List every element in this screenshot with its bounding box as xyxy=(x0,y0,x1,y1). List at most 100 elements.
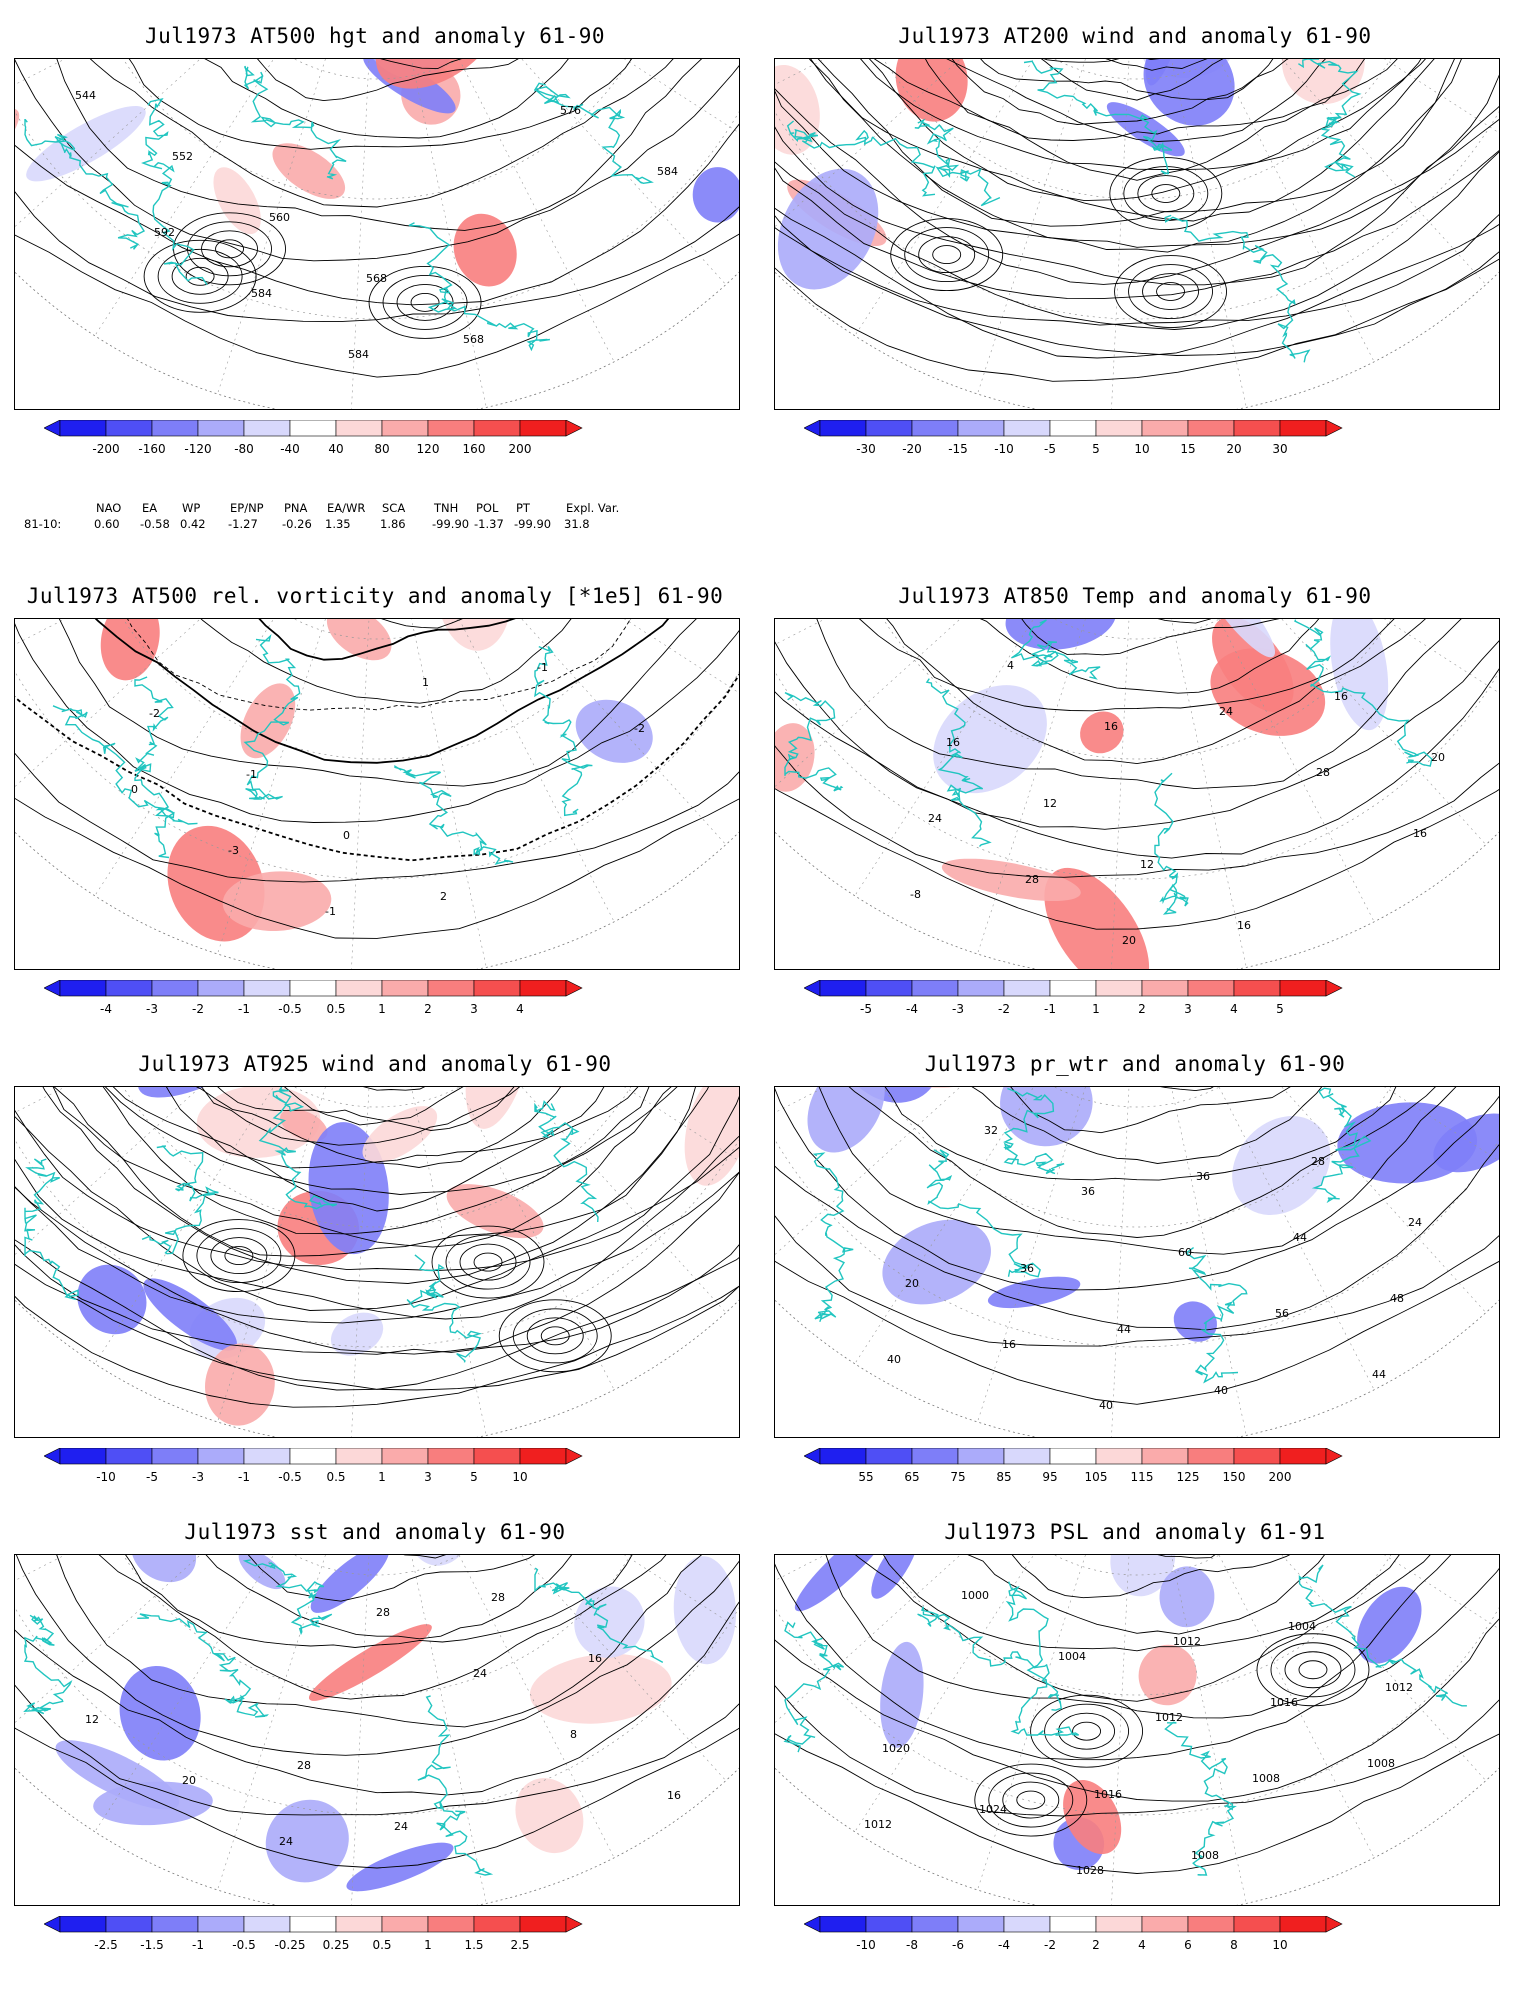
graticule-meridian xyxy=(521,1555,727,1781)
contour-label: 24 xyxy=(473,1667,487,1680)
contour-label: 12 xyxy=(85,1713,99,1726)
contour-label: 0 xyxy=(131,783,138,796)
contour-line xyxy=(15,752,739,883)
index-header: POL xyxy=(476,501,499,515)
contour-label: 1016 xyxy=(1094,1788,1122,1801)
graticule-latitude xyxy=(1053,59,1221,80)
contour-label: 20 xyxy=(182,1774,196,1787)
contour-label: -1 xyxy=(325,905,336,918)
closed-contour xyxy=(1156,282,1185,302)
anomaly-shading xyxy=(895,59,968,122)
contour-label: 44 xyxy=(1372,1368,1386,1381)
contour-line xyxy=(924,59,1366,141)
closed-contour xyxy=(1298,1660,1328,1680)
contour-line xyxy=(775,1260,1499,1405)
colorbar-swatch xyxy=(1003,980,1051,997)
anomaly-shading xyxy=(93,1781,213,1826)
map-canvas: -2 -1 0 2 -1 -2 0 -3 -1 1 xyxy=(15,619,739,969)
colorbar-tick-label: -20 xyxy=(902,442,922,456)
contour-label: 20 xyxy=(1122,934,1136,947)
graticule-meridian xyxy=(1281,59,1487,285)
contour-label: 1028 xyxy=(1076,1864,1104,1877)
contour-line xyxy=(52,1087,672,1248)
anomaly-shading xyxy=(1330,619,1389,731)
colorbar-swatch xyxy=(819,1916,867,1933)
contour-line xyxy=(1011,1555,1291,1599)
colorbar-tick-label: 200 xyxy=(1268,1470,1292,1484)
colorbar-swatch xyxy=(1095,1916,1143,1933)
colorbar-swatch xyxy=(335,420,383,437)
index-header: TNH xyxy=(434,501,459,515)
coastline xyxy=(1311,1087,1372,1204)
contour-line xyxy=(15,623,739,823)
colorbar-arrow-right xyxy=(1325,980,1343,997)
graticule-meridian xyxy=(521,59,727,285)
colorbar-swatch xyxy=(427,1916,475,1933)
closed-contour xyxy=(1128,264,1213,320)
colorbar-swatch xyxy=(819,980,867,997)
colorbar-tick-label: -2.5 xyxy=(94,1938,118,1952)
colorbar-tick-label: -5 xyxy=(860,1002,872,1016)
colorbar-swatch xyxy=(473,1448,521,1465)
index-value: 1.86 xyxy=(380,517,406,531)
anomaly-shading xyxy=(326,619,392,661)
closed-contour xyxy=(540,1326,570,1346)
contour-label: 40 xyxy=(887,1353,901,1366)
colorbar-tick-label: 105 xyxy=(1084,1470,1108,1484)
colorbar-tick-label: 4 xyxy=(1230,1002,1238,1016)
anomaly-shading xyxy=(143,1278,237,1351)
contour-line xyxy=(775,74,1499,248)
closed-contour xyxy=(904,227,990,283)
contour-label: -1 xyxy=(537,661,548,674)
colorbar-labels: -10 -5 -3 -1 -0.5 0.5 1 3 5 10 xyxy=(44,1470,684,1488)
contour-label: 36 xyxy=(1081,1185,1095,1198)
colorbar-tick-label: 40 xyxy=(328,442,344,456)
graticule-boundary xyxy=(15,59,739,409)
coastline xyxy=(1002,1087,1065,1175)
graticule-latitude xyxy=(293,1087,461,1108)
coastline xyxy=(394,765,514,865)
colorbar xyxy=(44,980,583,997)
colorbar-arrow-left xyxy=(44,980,61,997)
coastline xyxy=(243,633,301,800)
contour-label: 32 xyxy=(984,1124,998,1137)
contour-label: 48 xyxy=(1390,1292,1404,1305)
contour-line xyxy=(15,1244,739,1355)
contour-line xyxy=(217,1087,515,1131)
contour-line xyxy=(15,123,739,306)
contour-line xyxy=(15,191,739,323)
colorbar xyxy=(804,1448,1343,1465)
index-value: -1.37 xyxy=(474,517,504,531)
colorbar-tick-label: 1.5 xyxy=(464,1938,484,1952)
index-value: -99.90 xyxy=(432,517,470,531)
closed-contour xyxy=(512,1308,598,1364)
closed-contour xyxy=(171,257,229,295)
coastline xyxy=(786,120,936,197)
contour-line xyxy=(775,105,1499,286)
graticule-latitude xyxy=(1053,1087,1221,1108)
index-value: 31.8 xyxy=(564,517,590,531)
colorbar-tick-label: 1 xyxy=(378,1470,386,1484)
colorbar-swatch xyxy=(197,1916,245,1933)
colorbar-tick-label: -2 xyxy=(192,1002,204,1016)
graticule-latitude xyxy=(293,1555,461,1576)
colorbar-tick-label: 1 xyxy=(378,1002,386,1016)
colorbar-tick-label: -6 xyxy=(952,1938,964,1952)
colorbar-arrow-left xyxy=(804,420,821,437)
colorbar xyxy=(44,420,583,437)
colorbar-tick-label: 1 xyxy=(424,1938,432,1952)
colorbar-tick-label: 0.25 xyxy=(322,1938,350,1952)
graticule-meridian xyxy=(15,1555,201,1723)
contour-label: 1000 xyxy=(961,1589,989,1602)
colorbar-swatch xyxy=(1003,1916,1051,1933)
coastline xyxy=(1023,60,1173,175)
graticule-meridian xyxy=(411,59,487,408)
colorbar xyxy=(44,1448,583,1465)
contour-line xyxy=(873,59,1398,181)
graticule-meridian xyxy=(1218,1087,1375,1390)
contour-line xyxy=(775,668,1499,859)
colorbar-tick-label: 160 xyxy=(462,442,486,456)
colorbar-swatch xyxy=(1141,980,1189,997)
coastline xyxy=(917,1606,1062,1711)
colorbar-swatch xyxy=(105,1448,153,1465)
